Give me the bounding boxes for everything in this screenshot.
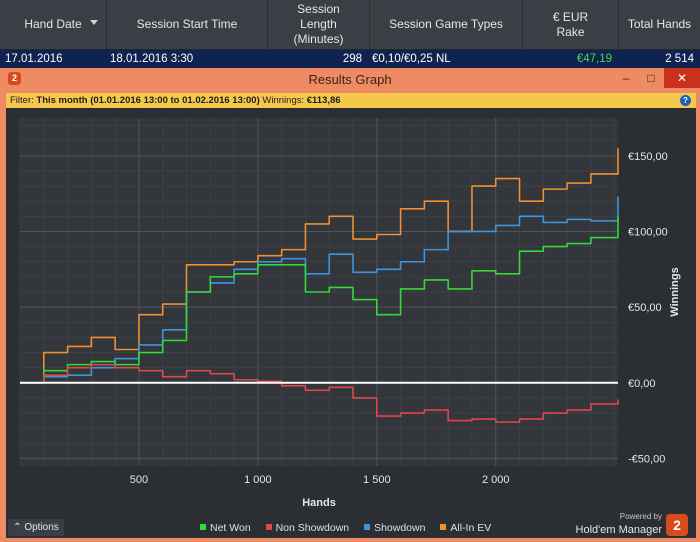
column-label: Total Hands: [627, 17, 692, 31]
y-tick-label: -€50,00: [628, 453, 665, 465]
y-tick-label: €150,00: [628, 151, 668, 163]
chart-legend: Net Won Non Showdown Showdown All-In EV: [200, 520, 503, 536]
column-label: Hand Date: [24, 17, 82, 31]
results-graph-window: 2 Results Graph – □ ✕ Filter: This month…: [0, 68, 700, 542]
x-axis-label: Hands: [302, 497, 336, 509]
column-header-total-hands[interactable]: Total Hands: [619, 0, 700, 49]
y-axis-label: Winnings: [669, 267, 681, 316]
column-header-session-start-time[interactable]: Session Start Time: [107, 0, 268, 49]
column-header-session-game-types[interactable]: Session Game Types: [370, 0, 523, 49]
cell-rake: €47,19: [576, 53, 612, 65]
legend-item-non-showdown[interactable]: Non Showdown: [265, 520, 350, 536]
series-line-net-won: [20, 216, 619, 384]
x-tick-label: 2 000: [482, 474, 510, 486]
legend-label: Showdown: [374, 522, 426, 534]
legend-item-all-in-ev[interactable]: All-In EV: [440, 520, 491, 536]
legend-label: All-In EV: [450, 522, 492, 534]
cell-hand-date: 17.01.2016: [5, 53, 63, 65]
filter-period: This month (01.01.2016 13:00 to 01.02.20…: [36, 95, 260, 106]
x-tick-label: 1 000: [244, 474, 272, 486]
app-logo-icon: 2: [8, 72, 21, 85]
legend-label: Net Won: [210, 522, 251, 534]
series-line-all-in-ev: [20, 148, 619, 384]
legend-label: Non Showdown: [275, 522, 350, 534]
legend-swatch: [364, 524, 371, 531]
graph-panel: 500 1 000 1 500 2 000 -€50,00 €0,00 €50,00 €100…: [6, 108, 696, 538]
results-chart[interactable]: 500 1 000 1 500 2 000 -€50,00 €0,00 €50,00 €100…: [6, 108, 696, 518]
maximize-button[interactable]: □: [647, 71, 655, 85]
close-button[interactable]: ✕: [664, 68, 700, 88]
filter-label: Filter:: [10, 95, 34, 106]
minimize-button[interactable]: –: [622, 71, 630, 85]
legend-item-net-won[interactable]: Net Won: [200, 520, 251, 536]
column-label: Session Game Types: [389, 17, 503, 31]
y-tick-label: €50,00: [628, 302, 662, 314]
series-line-non-showdown: [20, 363, 619, 423]
cell-start-time: 18.01.2016 3:30: [110, 53, 194, 65]
window-title: Results Graph: [308, 72, 392, 87]
series-line-showdown: [20, 196, 619, 384]
column-header-rake[interactable]: € EUR Rake: [523, 0, 619, 49]
x-tick-label: 500: [130, 474, 148, 486]
column-label: Session Length (Minutes): [293, 2, 344, 46]
filter-bar[interactable]: Filter: This month (01.01.2016 13:00 to …: [6, 93, 696, 108]
options-label: Options: [24, 522, 59, 533]
chevron-down-icon[interactable]: [90, 20, 98, 25]
chevron-up-icon: ⌃: [13, 522, 22, 533]
cell-total-hands: 2 514: [665, 53, 694, 65]
powered-by-text: Powered by: [619, 512, 662, 521]
column-label: Session Start Time: [136, 17, 238, 31]
column-header-hand-date[interactable]: Hand Date: [0, 0, 107, 49]
legend-swatch: [200, 524, 206, 531]
brand-logo-icon: 2: [666, 514, 688, 536]
column-header-session-length[interactable]: Session Length (Minutes): [268, 0, 370, 49]
winnings-value: €113,86: [306, 95, 341, 106]
table-row[interactable]: 17.01.2016 18.01.2016 3:30 298 €0,10/€0,…: [0, 50, 700, 68]
session-table-header: Hand Date Session Start Time Session Len…: [0, 0, 700, 50]
help-icon[interactable]: ?: [680, 95, 691, 106]
y-tick-label: €100,00: [628, 226, 668, 238]
cell-game-types: €0,10/€0,25 NL: [372, 53, 451, 65]
column-label: € EUR Rake: [552, 9, 589, 39]
legend-swatch: [265, 524, 272, 531]
winnings-label: Winnings:: [262, 95, 305, 106]
legend-item-showdown[interactable]: Showdown: [364, 520, 425, 536]
brand-name: Hold'em Manager: [575, 524, 662, 536]
y-tick-label: €0,00: [628, 378, 656, 390]
window-title-bar[interactable]: 2 Results Graph – □ ✕: [0, 68, 700, 92]
cell-session-length: 298: [342, 53, 362, 65]
x-tick-label: 1 500: [363, 474, 391, 486]
options-button[interactable]: ⌃ Options: [8, 519, 64, 536]
legend-swatch: [440, 524, 447, 531]
